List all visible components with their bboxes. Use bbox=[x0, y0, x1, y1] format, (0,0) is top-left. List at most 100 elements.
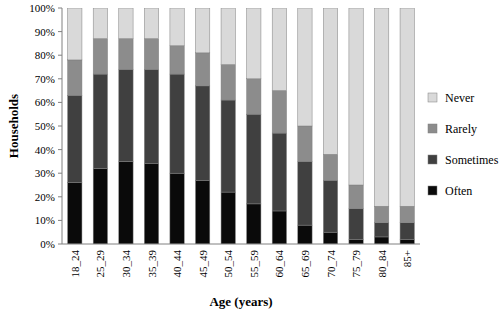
bar-segment bbox=[170, 8, 184, 46]
bar-segment bbox=[323, 154, 337, 180]
bar-segment bbox=[349, 8, 363, 185]
bar-segment bbox=[247, 8, 261, 79]
y-tick-label: 70% bbox=[35, 73, 55, 85]
bar-segment bbox=[93, 8, 107, 39]
bar-segment bbox=[93, 168, 107, 244]
x-tick-label: 65_69 bbox=[299, 250, 311, 278]
y-tick-label: 50% bbox=[35, 120, 55, 132]
bar-segment bbox=[374, 223, 388, 237]
legend-label: Rarely bbox=[445, 122, 477, 136]
legend-label: Sometimes bbox=[445, 153, 499, 167]
legend-swatch bbox=[428, 93, 437, 102]
bar-segment bbox=[272, 211, 286, 244]
x-tick-label: 35_39 bbox=[146, 250, 158, 278]
bar-segment bbox=[298, 126, 312, 161]
x-tick-label: 45_49 bbox=[197, 250, 209, 278]
y-tick bbox=[58, 220, 62, 221]
y-tick bbox=[58, 149, 62, 150]
bar-segment bbox=[374, 8, 388, 206]
y-tick-label: 10% bbox=[35, 214, 55, 226]
legend-label: Often bbox=[445, 184, 472, 198]
bar-segment bbox=[221, 100, 235, 192]
bar-segment bbox=[400, 206, 414, 223]
legend-label: Never bbox=[445, 91, 474, 105]
x-tick-label: 25_29 bbox=[94, 250, 106, 278]
legend-swatch bbox=[428, 155, 437, 164]
bar-segment bbox=[298, 225, 312, 244]
x-tick-label: 30_34 bbox=[120, 250, 132, 278]
bar-segment bbox=[400, 223, 414, 240]
y-axis-title: Households bbox=[6, 94, 21, 158]
x-tick-label: 50_54 bbox=[222, 250, 234, 278]
bars bbox=[68, 8, 415, 244]
bar-segment bbox=[247, 204, 261, 244]
bar-segment bbox=[272, 133, 286, 211]
chart: 0%10%20%30%40%50%60%70%80%90%100%18_2425… bbox=[0, 0, 500, 315]
x-tick-label: 60_64 bbox=[273, 250, 285, 278]
bar-segment bbox=[323, 232, 337, 244]
bar-segment bbox=[323, 8, 337, 154]
x-tick-label: 55_59 bbox=[248, 250, 260, 278]
bar-segment bbox=[272, 8, 286, 91]
bar-segment bbox=[400, 8, 414, 206]
bar-segment bbox=[144, 164, 158, 244]
y-tick bbox=[58, 31, 62, 32]
bar-segment bbox=[195, 53, 209, 86]
bar-segment bbox=[119, 69, 133, 161]
bar-segment bbox=[119, 161, 133, 244]
bar-segment bbox=[195, 8, 209, 53]
y-tick bbox=[58, 8, 62, 9]
legend-swatch bbox=[428, 124, 437, 133]
x-axis bbox=[62, 244, 420, 245]
x-tick-label: 75_79 bbox=[350, 250, 362, 278]
bar-segment bbox=[68, 95, 82, 182]
x-tick-label: 18_24 bbox=[69, 250, 81, 278]
bar-segment bbox=[272, 91, 286, 133]
y-tick bbox=[58, 196, 62, 197]
bar-segment bbox=[323, 180, 337, 232]
y-tick-label: 20% bbox=[35, 191, 55, 203]
bar-segment bbox=[221, 65, 235, 100]
bar-segment bbox=[221, 8, 235, 65]
bar-segment bbox=[170, 173, 184, 244]
bar-segment bbox=[349, 239, 363, 244]
bar-segment bbox=[119, 39, 133, 70]
y-tick-label: 30% bbox=[35, 167, 55, 179]
bar-segment bbox=[170, 74, 184, 173]
bar-segment bbox=[170, 46, 184, 74]
bar-segment bbox=[144, 39, 158, 70]
bar-segment bbox=[247, 79, 261, 114]
bar-segment bbox=[195, 180, 209, 244]
bar-segment bbox=[93, 74, 107, 168]
y-tick-label: 60% bbox=[35, 96, 55, 108]
bar-segment bbox=[68, 8, 82, 60]
bar-segment bbox=[349, 185, 363, 209]
y-tick-label: 0% bbox=[40, 238, 55, 250]
y-tick bbox=[58, 102, 62, 103]
y-tick bbox=[58, 78, 62, 79]
bar-segment bbox=[221, 192, 235, 244]
y-tick bbox=[58, 55, 62, 56]
bar-segment bbox=[144, 8, 158, 39]
legend-swatch bbox=[428, 186, 437, 195]
bar-segment bbox=[298, 8, 312, 126]
x-tick-label: 80_84 bbox=[376, 250, 388, 278]
bar-segment bbox=[68, 183, 82, 244]
bar-segment bbox=[298, 161, 312, 225]
x-axis-title: Age (years) bbox=[209, 294, 272, 309]
y-tick bbox=[58, 173, 62, 174]
bar-segment bbox=[93, 39, 107, 74]
bar-segment bbox=[374, 206, 388, 223]
y-tick bbox=[58, 244, 62, 245]
bar-segment bbox=[195, 86, 209, 180]
y-tick-label: 80% bbox=[35, 49, 55, 61]
x-tick-label: 85+ bbox=[401, 250, 413, 267]
bar-segment bbox=[119, 8, 133, 39]
bar-segment bbox=[247, 114, 261, 204]
bar-segment bbox=[374, 237, 388, 244]
y-tick-label: 100% bbox=[29, 2, 55, 14]
x-tick-label: 70_74 bbox=[325, 250, 337, 278]
x-tick-label: 40_44 bbox=[171, 250, 183, 278]
bar-segment bbox=[400, 239, 414, 244]
y-tick bbox=[58, 126, 62, 127]
